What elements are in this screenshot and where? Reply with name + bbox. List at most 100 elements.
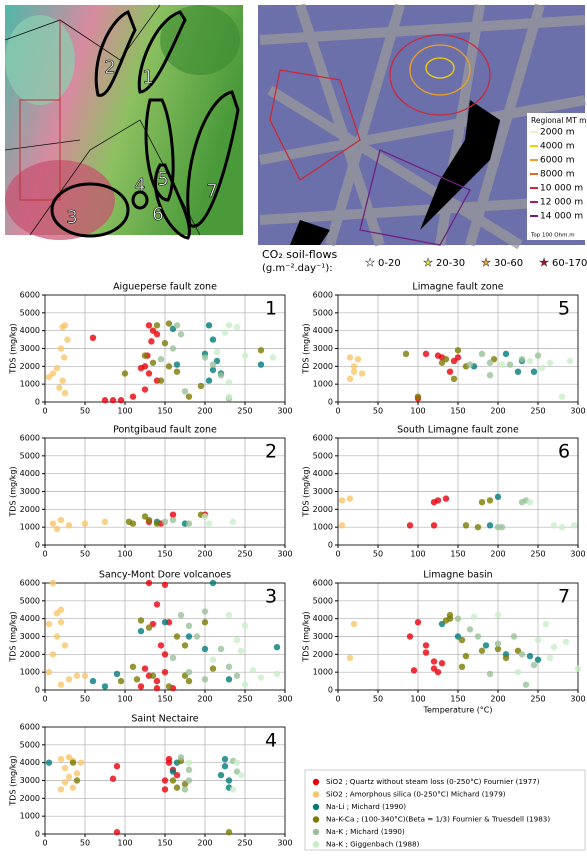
point (61, 354, 67, 360)
x-tick-label: 150 (157, 407, 172, 416)
x-tick-label: 250 (237, 550, 252, 559)
x-tick-label: 50 (80, 550, 90, 559)
point (146, 624, 152, 630)
y-tick-label: 0 (35, 830, 40, 839)
point (130, 393, 136, 399)
point (186, 520, 192, 526)
point (50, 520, 56, 526)
y-tick-label: 2000 (313, 362, 333, 371)
point (170, 517, 176, 523)
point (515, 368, 521, 374)
y-axis-label: TDS (mg/kg) (9, 466, 18, 517)
point (435, 497, 441, 503)
point (226, 777, 232, 783)
y-tick-label: 5000 (20, 308, 40, 317)
x-tick-label: 200 (197, 695, 212, 704)
y-axis-label: TDS (mg/kg) (302, 611, 311, 662)
legend-marker (313, 804, 319, 810)
point (206, 520, 212, 526)
point (226, 612, 232, 618)
point (174, 361, 180, 367)
point (158, 356, 164, 362)
point (102, 519, 108, 525)
x-tick-label: 50 (80, 407, 90, 416)
legend-label: Na-K-Ca ; (100-340°C)(Beta = 1/3) Fourni… (326, 815, 550, 824)
point (487, 522, 493, 528)
x-tick-label: 50 (373, 407, 383, 416)
y-tick-label: 2000 (20, 505, 40, 514)
point (234, 673, 240, 679)
point (479, 499, 485, 505)
point (202, 354, 208, 360)
point (222, 329, 228, 335)
legend-marker (313, 791, 319, 797)
point (339, 497, 345, 503)
legend-label: Na-Li ; Michard (1990) (326, 802, 406, 811)
point (154, 322, 160, 328)
mt-label: 10 000 m (540, 184, 583, 194)
point (543, 621, 549, 627)
point (535, 656, 541, 662)
y-axis-label: TDS (mg/kg) (302, 323, 311, 374)
point (150, 360, 156, 366)
point (242, 681, 248, 687)
point (495, 494, 501, 500)
point (218, 646, 224, 652)
point (242, 352, 248, 358)
point (138, 628, 144, 634)
point (515, 669, 521, 675)
point (186, 767, 192, 773)
y-tick-label: 1000 (20, 380, 40, 389)
y-axis-label: TDS (mg/kg) (9, 755, 18, 806)
x-tick-label: 300 (277, 407, 292, 416)
point (234, 759, 240, 765)
point (431, 658, 437, 664)
point (166, 683, 172, 689)
point (567, 358, 573, 364)
x-tick-label: 150 (450, 550, 465, 559)
mt-label: 6000 m (540, 156, 575, 166)
x-tick-label: 200 (490, 550, 505, 559)
x-tick-label: 250 (237, 695, 252, 704)
co2-marker: ★ (365, 256, 375, 269)
y-axis-label: TDS (mg/kg) (9, 323, 18, 374)
point (70, 759, 76, 765)
point (56, 385, 62, 391)
point (138, 365, 144, 371)
y-tick-label: 5000 (20, 740, 40, 749)
point (70, 784, 76, 790)
y-tick-label: 1000 (20, 523, 40, 532)
co2-marker: ★ (481, 256, 491, 269)
point (270, 354, 276, 360)
chart: 0100020003000400050006000050100150200250… (302, 570, 586, 715)
point (186, 678, 192, 684)
x-tick-label: 150 (450, 407, 465, 416)
point (46, 669, 52, 675)
x-tick-label: 100 (410, 550, 425, 559)
point (226, 379, 232, 385)
y-tick-label: 2000 (20, 650, 40, 659)
point (503, 351, 509, 357)
point (154, 685, 160, 691)
point (182, 388, 188, 394)
mt-note: Top 100 Ohm.m (530, 233, 575, 239)
point (222, 763, 228, 769)
point (186, 623, 192, 629)
x-tick-label: 0 (42, 550, 47, 559)
point (182, 786, 188, 792)
chart-title: Limagne basin (423, 570, 492, 581)
point (475, 524, 481, 530)
x-tick-label: 50 (373, 550, 383, 559)
point (138, 617, 144, 623)
y-tick-label: 4000 (313, 326, 333, 335)
point (535, 352, 541, 358)
point (222, 756, 228, 762)
point (339, 522, 345, 528)
point (142, 352, 148, 358)
y-tick-label: 0 (35, 541, 40, 550)
point (58, 681, 64, 687)
point (162, 619, 168, 625)
figure: 1 2 3 4 5 6 7 Regional MT model 2000 m40… (0, 0, 587, 852)
x-tick-label: 250 (530, 407, 545, 416)
y-tick-label: 3000 (20, 487, 40, 496)
